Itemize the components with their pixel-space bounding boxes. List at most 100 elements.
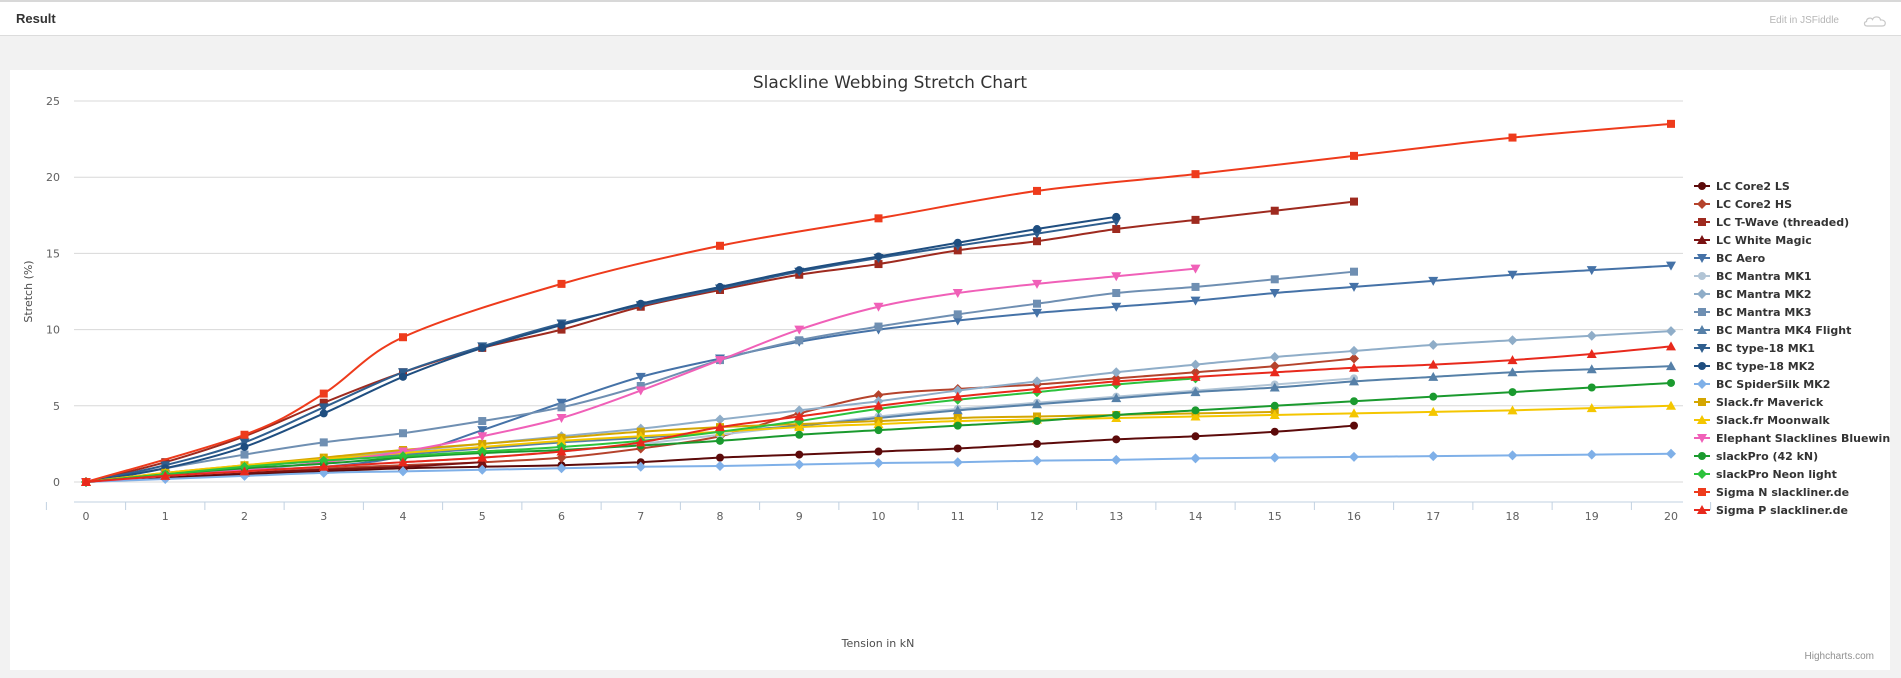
data-point[interactable] (1428, 339, 1439, 350)
legend-marker[interactable] (1697, 235, 1707, 244)
data-point[interactable] (1428, 276, 1439, 286)
series-line[interactable] (85, 200, 1355, 483)
legend-label[interactable]: Slack.fr Moonwalk (1716, 414, 1830, 427)
data-point[interactable] (1190, 371, 1201, 381)
legend-marker[interactable] (1698, 398, 1706, 406)
data-point[interactable] (1586, 403, 1597, 413)
data-point[interactable] (557, 325, 566, 334)
data-point[interactable] (1190, 296, 1201, 306)
legend-item[interactable]: BC Aero (1694, 252, 1766, 265)
legend-item[interactable]: Elephant Slacklines Bluewing (1694, 432, 1898, 445)
legend-marker[interactable] (1698, 362, 1706, 370)
data-point[interactable] (1586, 266, 1597, 276)
data-point[interactable] (1032, 376, 1042, 387)
series-17[interactable] (82, 119, 1675, 486)
data-point[interactable] (1269, 361, 1280, 372)
result-tab[interactable]: Result (16, 11, 56, 26)
data-point[interactable] (1428, 359, 1439, 369)
legend-label[interactable]: BC type-18 MK2 (1716, 360, 1815, 373)
data-point[interactable] (1350, 151, 1358, 160)
data-point[interactable] (1586, 449, 1597, 460)
legend-label[interactable]: Sigma N slackliner.de (1716, 486, 1849, 499)
data-point[interactable] (398, 457, 408, 467)
data-point[interactable] (794, 405, 805, 416)
legend-label[interactable]: BC type-18 MK1 (1716, 342, 1815, 355)
data-point[interactable] (1269, 289, 1280, 299)
data-point[interactable] (318, 455, 329, 466)
data-point[interactable] (478, 417, 487, 426)
legend-marker[interactable] (1698, 308, 1706, 316)
data-point[interactable] (794, 325, 805, 335)
data-point[interactable] (318, 403, 329, 413)
data-point[interactable] (952, 316, 963, 326)
data-point[interactable] (477, 452, 488, 462)
data-point[interactable] (1032, 308, 1042, 318)
legend-marker[interactable] (1697, 344, 1707, 353)
legend-label[interactable]: BC Mantra MK2 (1716, 288, 1812, 301)
data-point[interactable] (1428, 451, 1439, 462)
data-point[interactable] (1112, 410, 1121, 419)
data-point[interactable] (874, 426, 883, 435)
legend-item[interactable]: Slack.fr Maverick (1694, 396, 1824, 409)
data-point[interactable] (1429, 392, 1438, 401)
legend-marker[interactable] (1697, 199, 1707, 209)
legend-label[interactable]: BC Mantra MK1 (1716, 270, 1812, 283)
legend-item[interactable]: Sigma N slackliner.de (1694, 486, 1849, 499)
data-point[interactable] (1191, 215, 1200, 224)
legend-label[interactable]: LC Core2 HS (1716, 198, 1792, 211)
data-point[interactable] (1270, 275, 1279, 284)
data-point[interactable] (1507, 450, 1518, 461)
data-point[interactable] (398, 461, 408, 471)
data-point[interactable] (1667, 119, 1675, 128)
data-point[interactable] (794, 459, 805, 470)
legend-marker[interactable] (1698, 452, 1706, 460)
data-point[interactable] (1666, 400, 1676, 410)
data-point[interactable] (795, 430, 804, 439)
legend-label[interactable]: LC Core2 LS (1716, 180, 1790, 193)
data-point[interactable] (1349, 376, 1359, 386)
data-point[interactable] (952, 457, 963, 468)
data-point[interactable] (953, 421, 962, 430)
legend-item[interactable]: LC Core2 LS (1694, 180, 1790, 193)
legend-label[interactable]: BC Aero (1716, 252, 1766, 265)
legend-marker[interactable] (1697, 379, 1707, 389)
data-point[interactable] (240, 430, 249, 439)
data-point[interactable] (1191, 170, 1200, 179)
data-point[interactable] (1269, 452, 1280, 463)
data-point[interactable] (635, 461, 646, 472)
data-point[interactable] (794, 422, 805, 432)
series-18[interactable] (81, 341, 1676, 486)
data-point[interactable] (874, 260, 883, 269)
data-point[interactable] (398, 368, 408, 378)
data-point[interactable] (556, 463, 567, 474)
data-point[interactable] (1111, 367, 1122, 378)
data-point[interactable] (556, 446, 567, 456)
data-point[interactable] (1269, 382, 1280, 392)
data-point[interactable] (1111, 272, 1122, 282)
series-7[interactable] (82, 267, 1358, 486)
data-point[interactable] (1191, 282, 1200, 291)
data-point[interactable] (873, 457, 884, 468)
legend-marker[interactable] (1697, 289, 1707, 299)
data-point[interactable] (1666, 448, 1676, 459)
legend-item[interactable]: LC T-Wave (threaded) (1694, 216, 1849, 229)
data-point[interactable] (1666, 261, 1676, 271)
data-point[interactable] (557, 321, 566, 330)
data-point[interactable] (1269, 367, 1280, 377)
data-point[interactable] (1269, 409, 1280, 419)
data-point[interactable] (716, 453, 724, 462)
data-point[interactable] (399, 372, 407, 381)
data-point[interactable] (1033, 186, 1041, 195)
data-point[interactable] (636, 381, 645, 390)
legend-label[interactable]: LC White Magic (1716, 234, 1812, 247)
data-point[interactable] (715, 422, 725, 432)
data-point[interactable] (952, 385, 963, 396)
legend-marker[interactable] (1697, 469, 1707, 479)
data-point[interactable] (874, 447, 883, 456)
data-point[interactable] (1349, 451, 1359, 462)
legend-marker[interactable] (1697, 505, 1707, 514)
series-10[interactable] (82, 212, 1121, 486)
legend-marker[interactable] (1697, 325, 1707, 334)
data-point[interactable] (478, 343, 487, 352)
data-point[interactable] (1508, 388, 1517, 397)
